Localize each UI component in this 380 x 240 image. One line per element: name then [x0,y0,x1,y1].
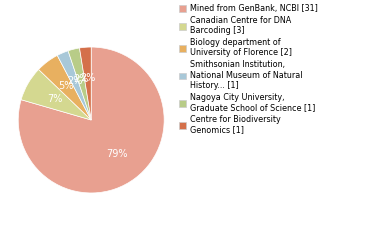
Wedge shape [21,69,91,120]
Legend: Mined from GenBank, NCBI [31], Canadian Centre for DNA
Barcoding [3], Biology de: Mined from GenBank, NCBI [31], Canadian … [179,4,318,135]
Text: 2%: 2% [80,73,95,83]
Wedge shape [68,48,91,120]
Text: 5%: 5% [58,81,73,91]
Text: 79%: 79% [106,149,127,159]
Wedge shape [57,51,91,120]
Wedge shape [18,47,164,193]
Text: 2%: 2% [67,76,82,86]
Text: 7%: 7% [47,94,62,104]
Wedge shape [39,55,91,120]
Text: 2%: 2% [73,74,89,84]
Wedge shape [79,47,91,120]
